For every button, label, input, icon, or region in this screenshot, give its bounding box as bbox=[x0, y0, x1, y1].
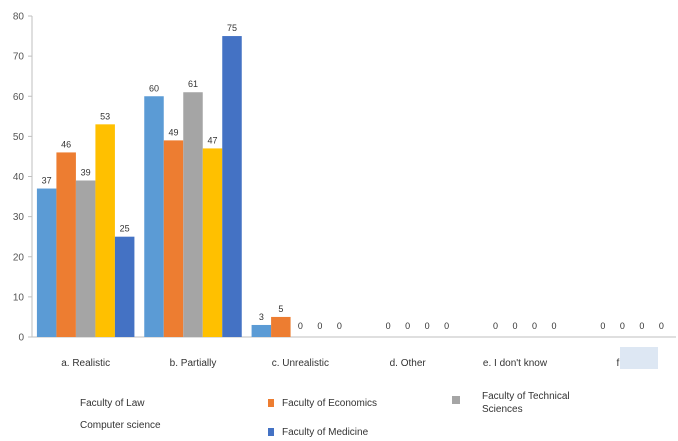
data-label: 0 bbox=[639, 321, 644, 331]
x-category-label: e. I don't know bbox=[483, 358, 548, 369]
data-label: 0 bbox=[600, 321, 605, 331]
data-label: 0 bbox=[532, 321, 537, 331]
data-label: 0 bbox=[444, 321, 449, 331]
legend-item-faculty-of-medicine: Faculty of Medicine bbox=[268, 427, 368, 438]
data-label: 0 bbox=[512, 321, 517, 331]
bar bbox=[251, 324, 272, 337]
data-label: 0 bbox=[317, 321, 322, 331]
bar bbox=[183, 92, 203, 337]
x-category-label: a. Realistic bbox=[61, 358, 110, 369]
x-category-label: c. Unrealistic bbox=[272, 358, 329, 369]
bar bbox=[222, 36, 242, 337]
data-label: 47 bbox=[207, 135, 217, 145]
x-category-label: b. Partially bbox=[170, 358, 217, 369]
data-label: 25 bbox=[120, 224, 130, 234]
x-category-label: d. Other bbox=[390, 358, 427, 369]
y-tick-label: 10 bbox=[13, 292, 25, 303]
y-tick-label: 60 bbox=[13, 92, 25, 103]
data-label: 75 bbox=[227, 23, 237, 33]
bar bbox=[75, 180, 96, 337]
data-label: 5 bbox=[278, 304, 283, 314]
y-tick-label: 0 bbox=[18, 333, 24, 344]
legend-item-faculty-of-economics: Faculty of Economics bbox=[268, 398, 377, 409]
y-tick-label: 20 bbox=[13, 252, 25, 263]
data-label: 3 bbox=[259, 312, 264, 322]
legend-label-faculty-of-medicine: Faculty of Medicine bbox=[282, 427, 369, 438]
legend-swatch-technical bbox=[452, 396, 460, 404]
legend-swatch-economics bbox=[268, 399, 274, 407]
data-label: 0 bbox=[337, 321, 342, 331]
data-label: 0 bbox=[405, 321, 410, 331]
data-label: 0 bbox=[425, 321, 430, 331]
y-tick-label: 30 bbox=[13, 212, 25, 223]
data-label: 0 bbox=[493, 321, 498, 331]
legend-item-faculty-of-law: Faculty of Law bbox=[80, 398, 144, 409]
legend-label-faculty-of-law: Faculty of Law bbox=[80, 398, 145, 409]
bar bbox=[56, 152, 76, 337]
data-label: 37 bbox=[42, 176, 52, 186]
bar bbox=[202, 148, 223, 337]
data-label: 0 bbox=[298, 321, 303, 331]
data-label: 0 bbox=[659, 321, 664, 331]
bar bbox=[144, 96, 164, 337]
legend-swatch-medicine bbox=[268, 428, 274, 436]
y-tick-label: 50 bbox=[13, 132, 25, 143]
data-label: 46 bbox=[61, 139, 71, 149]
data-label: 0 bbox=[620, 321, 625, 331]
bar bbox=[163, 140, 184, 337]
bar bbox=[114, 236, 135, 337]
legend-label-computer-science: Computer science bbox=[80, 420, 161, 431]
bar bbox=[95, 124, 115, 338]
data-label: 53 bbox=[100, 111, 110, 121]
category-highlight-f bbox=[620, 347, 658, 369]
data-label: 0 bbox=[551, 321, 556, 331]
bar bbox=[271, 316, 291, 337]
data-label: 0 bbox=[386, 321, 391, 331]
legend-label-faculty-of-economics: Faculty of Economics bbox=[282, 398, 378, 409]
legend-item-faculty-of-technical-sciences: Faculty of Technical Sciences bbox=[452, 390, 632, 416]
y-tick-label: 40 bbox=[13, 172, 25, 183]
data-label: 49 bbox=[168, 127, 178, 137]
legend-label-faculty-of-technical-sciences: Faculty of Technical Sciences bbox=[482, 391, 570, 415]
y-tick-label: 80 bbox=[13, 12, 25, 23]
y-tick-label: 70 bbox=[13, 52, 25, 63]
data-label: 61 bbox=[188, 79, 198, 89]
legend-item-computer-science: Computer science bbox=[80, 420, 161, 431]
data-label: 60 bbox=[149, 83, 159, 93]
bar bbox=[36, 188, 57, 337]
data-label: 39 bbox=[81, 168, 91, 178]
